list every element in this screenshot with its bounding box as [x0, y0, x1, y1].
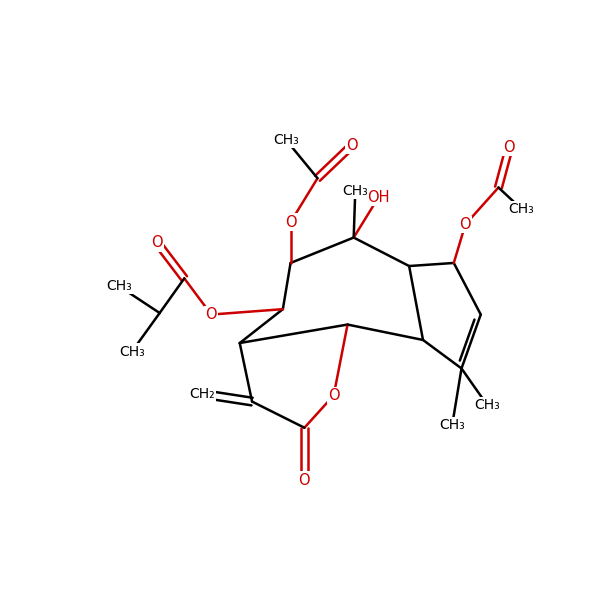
Text: O: O	[205, 307, 217, 322]
Text: O: O	[503, 140, 515, 155]
Text: O: O	[299, 473, 310, 488]
Text: O: O	[285, 215, 296, 230]
Text: CH₃: CH₃	[509, 202, 535, 216]
Text: CH₃: CH₃	[343, 184, 368, 199]
Text: O: O	[328, 388, 340, 403]
Text: CH₃: CH₃	[439, 418, 465, 431]
Text: O: O	[346, 137, 358, 152]
Text: CH₃: CH₃	[474, 398, 500, 412]
Text: CH₂: CH₂	[189, 387, 215, 401]
Text: O: O	[152, 235, 163, 250]
Text: O: O	[460, 217, 471, 232]
Text: CH₃: CH₃	[119, 344, 145, 359]
Text: CH₃: CH₃	[106, 279, 132, 293]
Text: CH₃: CH₃	[273, 133, 299, 147]
Text: OH: OH	[367, 190, 389, 205]
